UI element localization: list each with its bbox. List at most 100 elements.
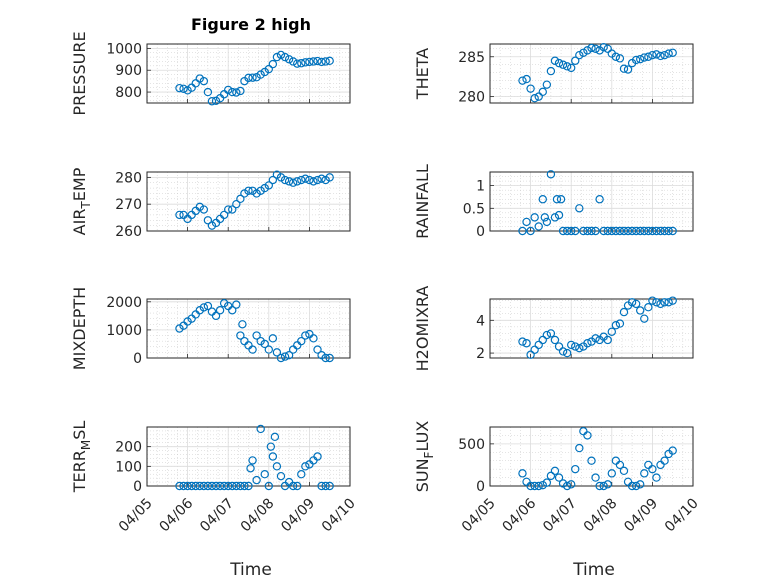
data-point: [550, 213, 560, 222]
data-point: [215, 306, 225, 315]
data-point: [280, 175, 290, 185]
x-tick-label: 04/08: [238, 495, 278, 535]
data-point: [542, 330, 552, 340]
data-point: [317, 174, 326, 183]
data-point: [562, 62, 572, 71]
data-point: [325, 56, 334, 66]
data-point: [567, 480, 576, 489]
data-point: [562, 226, 572, 236]
data-point: [297, 336, 306, 346]
data-point: [636, 306, 645, 315]
data-point: [640, 469, 649, 478]
data-point: [236, 331, 245, 340]
data-point: [534, 92, 543, 101]
data-point: [611, 226, 621, 236]
data-point: [660, 50, 669, 60]
data-point: [293, 177, 302, 186]
y-tick-label: 0: [476, 479, 485, 495]
data-point: [272, 348, 282, 357]
data-point: [252, 475, 261, 485]
data-point: [648, 296, 657, 305]
data-point: [631, 481, 641, 491]
data-point: [313, 345, 322, 354]
data-point: [546, 329, 556, 338]
data-point: [301, 58, 310, 67]
data-point: [668, 446, 677, 455]
data-point: [191, 79, 200, 88]
y-axis-label: MIXDEPTH: [70, 287, 89, 370]
subplot-rainfall: 0 0.5 1 RAINFALL: [413, 164, 694, 240]
data-point: [248, 73, 257, 82]
data-point: [603, 335, 612, 345]
data-point: [305, 175, 314, 185]
data-point: [301, 462, 310, 471]
x-tick-label: 04/07: [540, 495, 580, 535]
y-axis-label: H2OMIXRA: [413, 286, 432, 372]
data-point: [313, 452, 322, 461]
x-tick-label: 04/07: [197, 495, 237, 535]
subplot-sun_flux: 0 500 04/05 04/06 04/07 04/08 04/09 04/10 SUNFLU…: [413, 421, 702, 536]
data-point: [542, 217, 552, 227]
data-point: [575, 443, 584, 453]
data-point: [575, 343, 584, 353]
data-point: [297, 59, 306, 68]
data-point: [244, 186, 253, 195]
y-tick-label: 800: [115, 85, 142, 101]
data-point: [607, 469, 617, 478]
data-point: [175, 481, 184, 491]
data-point: [591, 44, 600, 53]
data-point: [240, 481, 249, 491]
data-point: [203, 87, 213, 97]
data-point: [203, 481, 213, 491]
y-axis-label: TERRMSL: [70, 421, 93, 494]
data-point: [595, 481, 604, 491]
data-point: [288, 481, 298, 491]
y-tick-label: 260: [115, 224, 142, 240]
subplot-h2omixra: 2 4 H2OMIXRA: [413, 286, 694, 372]
data-point: [627, 298, 637, 307]
data-point: [219, 210, 229, 220]
data-point: [228, 87, 237, 97]
data-point: [199, 205, 209, 214]
data-point: [554, 473, 564, 482]
y-tick-label: 0: [476, 224, 485, 240]
data-point: [562, 481, 572, 491]
data-point: [567, 340, 576, 350]
data-point: [248, 456, 257, 465]
data-point: [648, 226, 657, 236]
y-tick-label: 0: [133, 351, 142, 367]
data-point: [558, 347, 568, 356]
data-point: [623, 226, 633, 236]
data-point: [591, 334, 600, 343]
y-tick-label: 0: [133, 479, 142, 495]
y-axis-label: AIRTEMP: [70, 167, 93, 235]
data-point: [264, 481, 273, 491]
data-point: [211, 311, 221, 321]
data-point: [203, 216, 213, 225]
data-point: [276, 471, 286, 481]
data-point: [175, 83, 184, 93]
y-tick-label: 1000: [106, 323, 142, 339]
data-point: [207, 97, 217, 106]
data-point: [264, 181, 273, 190]
data-point: [321, 481, 330, 491]
data-point: [179, 481, 188, 491]
data-point: [615, 460, 625, 470]
data-point: [534, 340, 543, 350]
data-point: [252, 331, 261, 340]
data-point: [522, 74, 531, 84]
data-point: [321, 57, 330, 66]
data-point: [195, 481, 204, 491]
data-point: [260, 339, 269, 349]
data-point: [538, 87, 547, 97]
data-point: [293, 59, 302, 68]
x-tick-label: 04/10: [319, 495, 359, 535]
data-point: [583, 431, 592, 440]
data-point: [627, 481, 637, 491]
data-point: [236, 86, 245, 96]
data-point: [215, 481, 225, 491]
data-point: [583, 339, 592, 348]
data-point: [272, 52, 282, 62]
data-point: [518, 226, 527, 236]
